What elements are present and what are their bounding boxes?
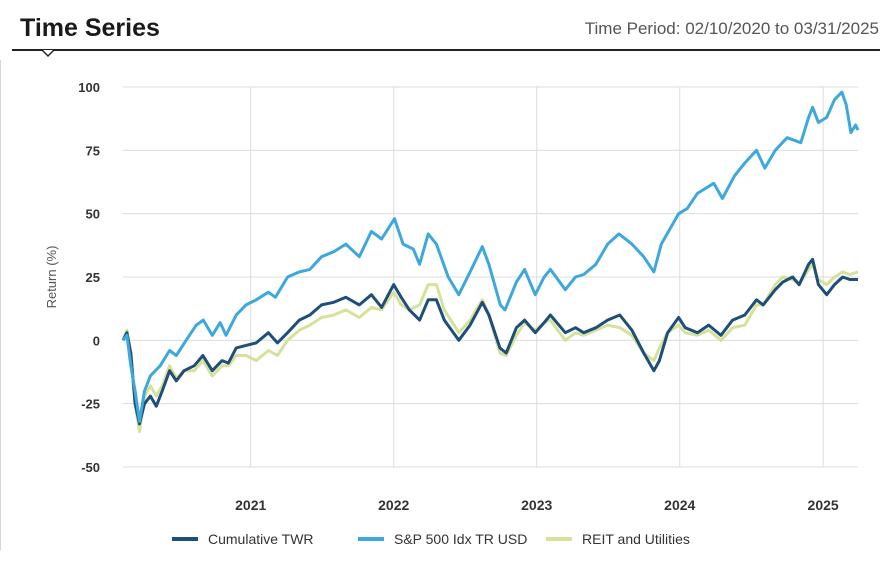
page-title: Time Series [20, 14, 160, 42]
y-tick-label: -25 [81, 397, 100, 412]
x-axis-ticks: 2021 2022 2023 2024 2025 [235, 497, 839, 513]
x-tick-label: 2023 [521, 497, 552, 513]
y-tick-label: -50 [81, 460, 100, 475]
x-tick-label: 2025 [808, 497, 839, 513]
x-tick-label: 2021 [235, 497, 266, 513]
series-line-1 [121, 90, 860, 423]
series-line-0 [121, 257, 858, 426]
y-tick-label: 0 [93, 333, 100, 348]
y-axis-label: Return (%) [44, 246, 59, 309]
legend-entry: S&P 500 Idx TR USD [394, 531, 527, 547]
y-axis-ticks: 100 75 50 25 0 -25 -50 [78, 80, 100, 475]
header-divider [12, 49, 880, 51]
legend-entry: REIT and Utilities [582, 531, 690, 547]
chart-series [121, 90, 860, 433]
y-tick-label: 25 [86, 270, 100, 285]
panel-left-border [0, 60, 1, 550]
time-period-label: Time Period: 02/10/2020 to 03/31/2025 [584, 19, 879, 38]
chart-header: Time Series Time Period: 02/10/2020 to 0… [0, 0, 895, 60]
chart-grid [123, 86, 858, 468]
header-notch-inner [43, 50, 53, 55]
y-tick-label: 75 [86, 143, 100, 158]
x-tick-label: 2022 [378, 497, 409, 513]
x-tick-label: 2024 [664, 497, 695, 513]
chart-legend: Cumulative TWR S&P 500 Idx TR USD REIT and… [172, 531, 690, 547]
legend-entry: Cumulative TWR [208, 531, 314, 547]
y-tick-label: 100 [78, 80, 100, 95]
series-line-2 [121, 262, 859, 433]
y-tick-label: 50 [86, 207, 100, 222]
